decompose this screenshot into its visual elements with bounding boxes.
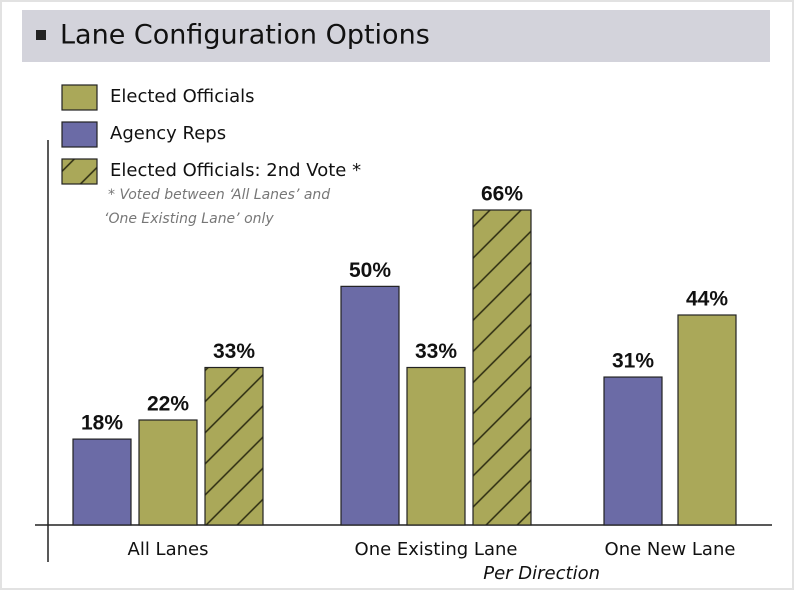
data-label: 33% (213, 340, 255, 363)
title-bar (22, 10, 770, 62)
legend-swatch (61, 84, 98, 111)
legend-swatch (61, 158, 98, 185)
legend-swatch (61, 121, 98, 148)
data-label: 18% (81, 412, 123, 435)
bar (204, 366, 264, 526)
bar (72, 438, 132, 526)
bar (603, 376, 663, 526)
bar (677, 314, 737, 526)
bar (138, 419, 198, 526)
data-label: 22% (147, 393, 189, 416)
bar (406, 366, 466, 526)
footnote: * Voted between ‘All Lanes’ and (108, 187, 330, 203)
title-bullet (36, 30, 46, 40)
footnote: ‘One Existing Lane’ only (104, 211, 274, 227)
x-tick-label: All Lanes (128, 539, 209, 560)
x-tick-label: One New Lane (605, 539, 736, 560)
x-tick-label: One Existing Lane (355, 539, 518, 560)
data-label: 50% (349, 259, 391, 282)
bar (340, 285, 400, 526)
chart-title: Lane Configuration Options (60, 20, 430, 51)
legend-label: Elected Officials (110, 86, 255, 107)
legend-label: Elected Officials: 2nd Vote * (110, 160, 361, 181)
annotation: Per Direction (483, 563, 600, 584)
data-label: 33% (415, 340, 457, 363)
data-label: 66% (481, 183, 523, 206)
data-label: 44% (686, 288, 728, 311)
legend-label: Agency Reps (110, 123, 226, 144)
data-label: 31% (612, 350, 654, 373)
bar (472, 209, 532, 526)
